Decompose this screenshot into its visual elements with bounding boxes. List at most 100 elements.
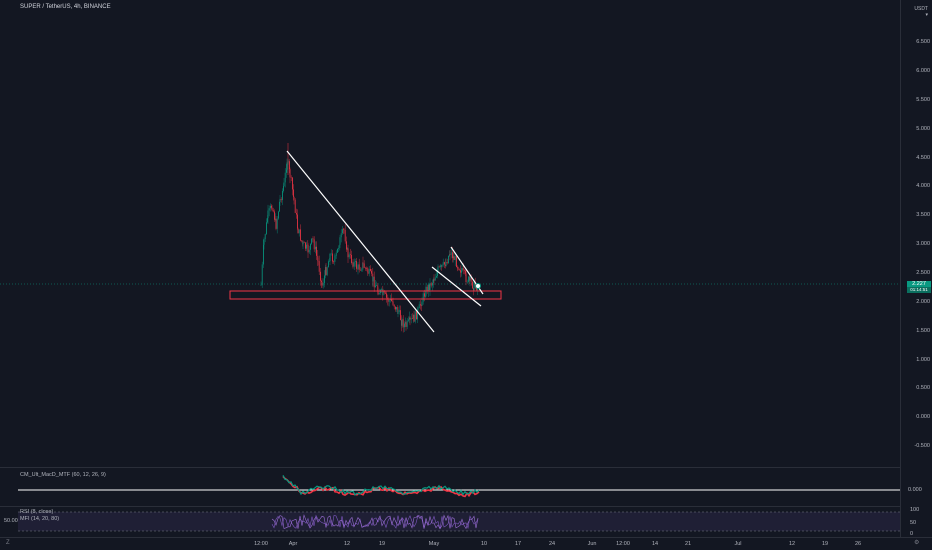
candle-body [468,276,469,282]
candle-body [280,199,282,201]
rsi-title[interactable]: RSI (8, close) [20,509,54,515]
current-price-tag: 2.227 [907,281,931,287]
mfi-line [271,514,479,530]
candle-body [279,202,280,212]
time-axis-label: 12:00 [616,541,630,547]
candle-body [442,262,444,265]
candle-body [461,271,462,273]
candle-body [452,252,453,259]
mfi-title[interactable]: MFI (14, 20, 80) [20,516,60,522]
candle-body [446,262,448,264]
candle-body [332,253,333,262]
candle-body [433,279,435,281]
candle-body [426,286,428,292]
time-axis-label: 19 [821,541,829,547]
candle-body [421,301,423,306]
candle-body [465,270,466,274]
support-zone-rectangle[interactable] [229,290,502,300]
candle-body [316,246,317,256]
candle-body [367,272,369,274]
currency-label[interactable]: USDT ▾ [914,6,928,18]
rsi-band [18,512,900,531]
pane-separator[interactable] [0,467,900,468]
price-axis-label: -0.500 [914,443,930,449]
macd-zero-label: 0.000 [908,487,922,493]
candle-body [300,229,301,241]
candle-body [308,249,310,253]
candle-body [339,237,341,245]
candle-body [418,304,420,309]
candle-body [373,276,375,288]
candle-body [400,310,401,321]
candle-body [325,267,327,275]
candle-body [320,271,321,281]
countdown-tag: 01:14:51 [907,287,931,293]
candle-body [329,261,330,262]
gear-icon[interactable]: ⚙ [914,540,920,546]
candle-body [417,309,418,320]
candle-body [313,239,315,250]
candle-body [360,269,361,271]
candle-body [297,214,298,229]
candle-body [302,242,304,245]
z-icon[interactable]: Z [6,540,10,546]
candle-body [301,240,302,242]
candle-body [444,262,445,265]
price-axis[interactable]: USDT ▾ 6.500 6.000 5.500 5.000 4.500 4.000 3.5… [900,0,932,540]
candle-body [397,311,399,314]
main-price-chart[interactable]: SUPER / TetherUS, 4h, BINANCE [0,0,900,468]
candle-body [263,239,265,245]
currency-text: USDT [914,6,928,12]
candle-body [474,281,476,287]
candle-body [368,268,370,274]
candle-body [348,254,350,258]
time-axis[interactable]: Z ⚙ 12:00 Apr 12 19 May 10 17 24 Jun 12:00 14 21 Jul… [0,537,932,550]
candle-body [357,264,359,269]
candle-body [414,311,416,322]
time-axis-label: Apr [288,541,298,547]
candle-body [430,283,432,286]
candle-body [366,267,367,269]
candle-body [417,308,419,310]
candle-body [448,255,449,264]
price-axis-label: 3.500 [916,212,930,218]
symbol-title[interactable]: SUPER / TetherUS, 4h, BINANCE [20,4,111,10]
candle-body [293,197,295,200]
price-axis-label: 6.000 [916,68,930,74]
candle-body [352,262,354,267]
candle-body [297,228,299,234]
candle-body [449,254,450,256]
macd-pane[interactable]: CM_Ult_MacD_MTF (60, 12, 26, 9) [0,468,900,506]
candle-body [460,270,461,273]
candle-body [404,323,405,328]
macd-title[interactable]: CM_Ult_MacD_MTF (60, 12, 26, 9) [20,472,106,478]
candle-body [339,244,341,249]
candle-body [286,162,288,170]
candle-body [413,314,415,322]
price-plot[interactable] [0,0,900,468]
trendline-main[interactable] [286,150,435,333]
time-axis-label: 10 [480,541,488,547]
price-axis-label: 5.000 [916,126,930,132]
candle-body [286,169,287,173]
candle-body [445,262,447,267]
time-axis-label: May [428,541,440,547]
candle-body [267,218,268,223]
candle-body [266,222,267,235]
candle-body [324,275,325,284]
candle-body [395,306,396,310]
candle-body [321,282,323,286]
candle-body [289,161,290,170]
trendline-lower[interactable] [431,266,482,307]
rsi-pane[interactable]: RSI (8, close) MFI (14, 20, 80) 50.00 [0,507,900,537]
candle-body [330,253,332,255]
pane-separator[interactable] [0,506,900,507]
candle-body [363,263,365,268]
candle-body [396,307,397,310]
rsi-top-label: 100 [910,507,920,513]
price-axis-label: 0.000 [916,414,930,420]
price-axis-label: 3.000 [916,241,930,247]
price-axis-label: 2.500 [916,270,930,276]
candle-body [268,208,270,211]
